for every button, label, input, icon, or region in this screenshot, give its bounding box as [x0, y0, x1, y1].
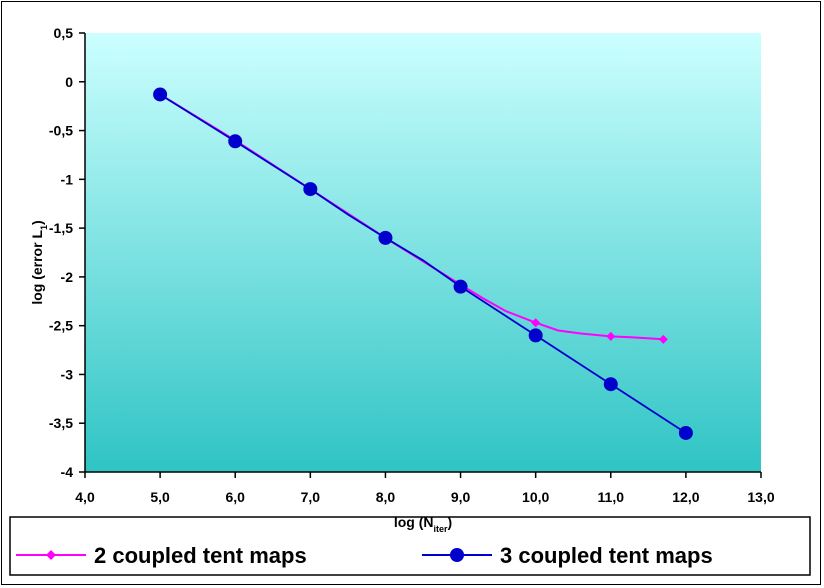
- y-tick-label: -3,5: [49, 415, 73, 431]
- x-tick-label: 8,0: [376, 489, 396, 505]
- x-tick-label: 6,0: [225, 489, 245, 505]
- plot-area: [85, 33, 761, 472]
- series-1-point: [606, 331, 616, 341]
- x-tick-label: 11,0: [598, 489, 625, 505]
- y-tick-label: -3: [61, 366, 74, 382]
- legend-box: [9, 516, 811, 576]
- series-2-point: [678, 425, 693, 440]
- x-tick-label: 12,0: [672, 489, 699, 505]
- y-axis-label: log (error L1): [29, 220, 49, 304]
- legend-label-1: 2 coupled tent maps: [94, 543, 307, 568]
- x-tick-label: 5,0: [150, 489, 170, 505]
- x-tick-label: 7,0: [301, 489, 321, 505]
- y-tick-label: -0,5: [49, 123, 73, 139]
- legend: 2 coupled tent maps 3 coupled tent maps: [9, 516, 811, 576]
- series-1-point: [531, 318, 541, 328]
- series-2-point: [303, 182, 318, 197]
- series-2-point: [228, 134, 243, 149]
- x-tick-label: 9,0: [451, 489, 471, 505]
- series-line-2: [159, 93, 687, 434]
- y-tick-label: 0: [65, 74, 73, 90]
- x-tick-label: 4,0: [75, 489, 95, 505]
- legend-marker-2: [450, 548, 464, 562]
- series-2-point: [528, 328, 543, 343]
- y-tick-label: -4: [61, 464, 74, 480]
- x-tick-label: 13,0: [747, 489, 774, 505]
- y-tick-label: -2: [61, 269, 74, 285]
- y-tick-label: 0,5: [54, 25, 74, 41]
- legend-label-2: 3 coupled tent maps: [500, 543, 713, 568]
- series-2-point: [453, 279, 468, 294]
- series-1-point: [658, 334, 668, 344]
- y-tick-label: -1,5: [49, 220, 73, 236]
- series-2-point: [603, 377, 618, 392]
- x-axis-label: log (Niter): [394, 514, 452, 534]
- y-tick-label: -2,5: [49, 318, 73, 334]
- series-2-point: [378, 230, 393, 245]
- legend-marker-1: [46, 550, 56, 560]
- x-tick-label: 10,0: [522, 489, 549, 505]
- series-2-point: [153, 87, 168, 102]
- y-tick-label: -1: [61, 171, 74, 187]
